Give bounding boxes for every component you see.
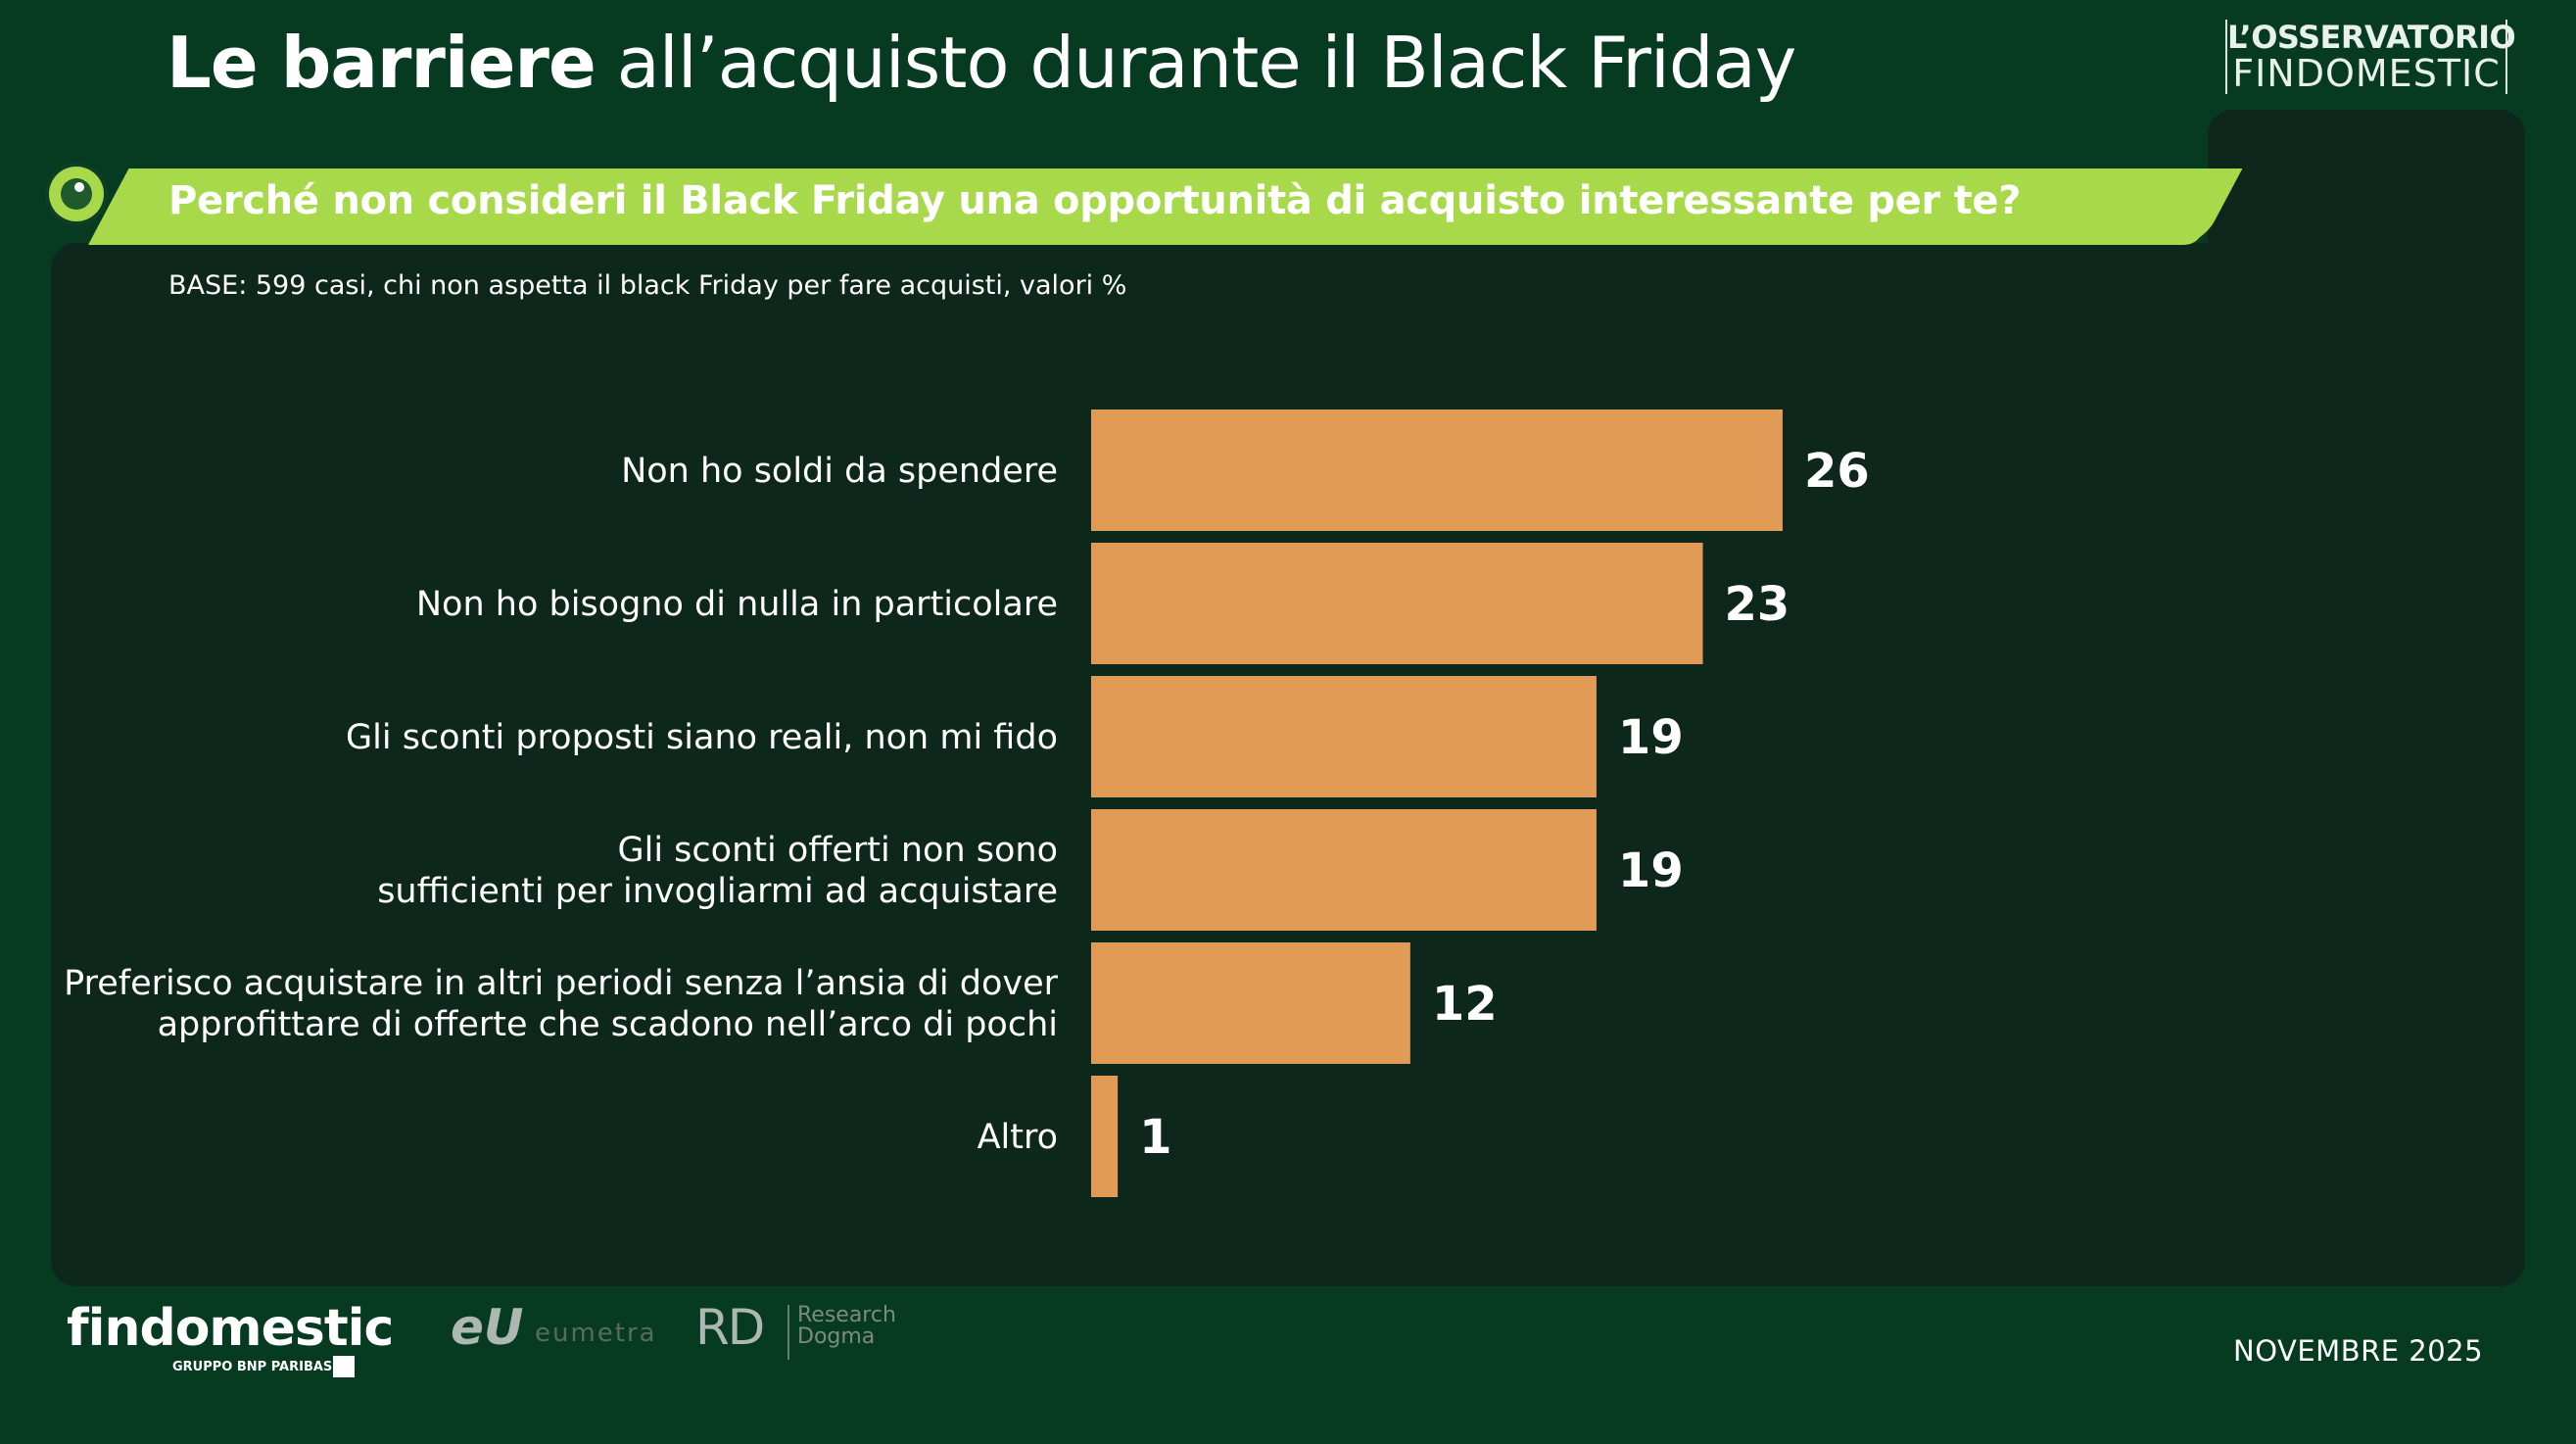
category-label-4: Gli sconti offerti non sono sufficienti p… bbox=[377, 831, 1058, 911]
base-note: BASE: 599 casi, chi non aspetta il black… bbox=[168, 270, 1127, 301]
page-title-rest: all’acquisto durante il Black Friday bbox=[616, 22, 1797, 104]
category-label-1: Non ho soldi da spendere bbox=[621, 452, 1058, 491]
eye-icon bbox=[49, 167, 104, 221]
value-label-1: 26 bbox=[1804, 444, 1870, 499]
research-dogma-logo-name-line1: Research bbox=[797, 1303, 896, 1327]
question-text: Perché non consideri il Black Friday una… bbox=[168, 178, 2022, 223]
page-title-bold: Le barriere bbox=[167, 22, 596, 104]
value-label-3: 19 bbox=[1618, 710, 1684, 765]
page-title: Le barriere all’acquisto durante il Blac… bbox=[167, 22, 1797, 104]
eye-icon-highlight bbox=[74, 182, 84, 192]
osservatorio-logo-line2: FINDOMESTIC bbox=[2232, 52, 2501, 95]
eumetra-logo-mark: eU bbox=[451, 1299, 524, 1356]
bar-6 bbox=[1091, 1076, 1119, 1197]
findomestic-logo: findomestic bbox=[67, 1299, 394, 1358]
category-label-3: Gli sconti proposti siano reali, non mi … bbox=[346, 718, 1058, 757]
research-dogma-logo-name-line2: Dogma bbox=[797, 1324, 876, 1349]
bar-1 bbox=[1091, 409, 1783, 531]
bar-5 bbox=[1091, 942, 1410, 1064]
osservatorio-logo: L’OSSERVATORIO FINDOMESTIC bbox=[2225, 19, 2516, 95]
research-dogma-logo-divider bbox=[787, 1305, 789, 1360]
value-label-5: 12 bbox=[1432, 977, 1498, 1032]
research-dogma-logo-name: Research Dogma bbox=[797, 1305, 896, 1348]
bnp-paribas-icon bbox=[333, 1356, 355, 1377]
eumetra-logo-name: eumetra bbox=[535, 1319, 657, 1348]
bar-2 bbox=[1091, 543, 1703, 664]
report-date: NOVEMBRE 2025 bbox=[2233, 1334, 2484, 1368]
category-label-2: Non ho bisogno di nulla in particolare bbox=[416, 585, 1058, 624]
value-label-6: 1 bbox=[1139, 1110, 1171, 1165]
category-label-5: Preferisco acquistare in altri periodi s… bbox=[64, 964, 1058, 1044]
research-dogma-logo-mark: RD bbox=[695, 1299, 765, 1356]
question-band-end bbox=[2135, 168, 2204, 245]
findomestic-logo-subtitle: GRUPPO BNP PARIBAS bbox=[172, 1360, 333, 1374]
osservatorio-logo-line1: L’OSSERVATORIO bbox=[2227, 19, 2516, 56]
value-label-2: 23 bbox=[1725, 577, 1790, 632]
category-label-6: Altro bbox=[978, 1118, 1058, 1157]
bar-4 bbox=[1091, 809, 1597, 931]
value-label-4: 19 bbox=[1618, 843, 1684, 898]
bar-3 bbox=[1091, 676, 1597, 797]
